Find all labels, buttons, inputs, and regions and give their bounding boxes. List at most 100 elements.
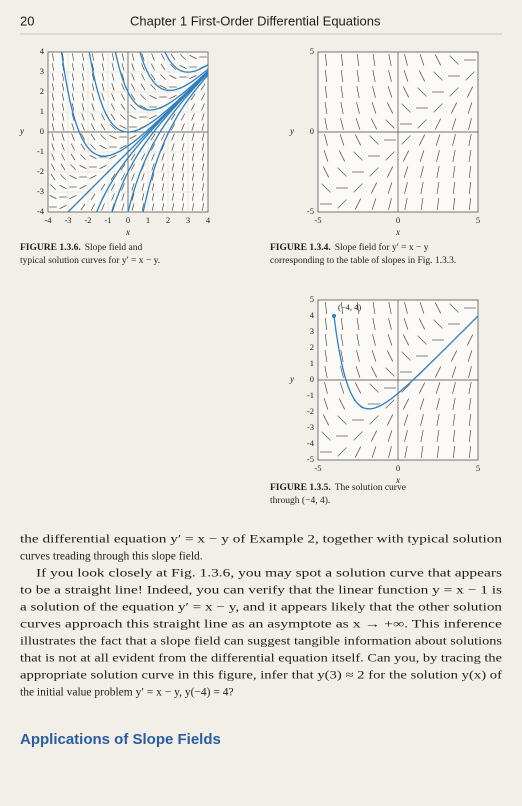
slope-segment xyxy=(91,73,95,81)
slope-segment xyxy=(71,103,75,111)
slope-segment xyxy=(201,103,205,111)
slope-segment xyxy=(324,349,328,363)
slope-segment xyxy=(80,154,86,160)
slope-segment xyxy=(385,367,395,377)
slope-segment xyxy=(170,53,176,61)
slope-segment xyxy=(61,93,65,101)
slope-segment xyxy=(403,334,409,346)
slope-segment xyxy=(141,63,145,71)
slope-segment xyxy=(141,203,145,211)
slope-segment xyxy=(101,53,105,61)
slope-segment xyxy=(92,53,94,61)
slope-segment xyxy=(355,198,361,210)
figure-label: FIGURE 1.3.4. xyxy=(270,243,331,253)
slope-segment xyxy=(181,163,185,171)
slope-segment xyxy=(91,83,95,91)
slope-segment xyxy=(201,143,205,151)
slope-segment xyxy=(419,54,425,66)
slope-segment xyxy=(111,63,115,71)
y-axis-label: y xyxy=(289,374,294,384)
x-tick-label: 0 xyxy=(396,215,400,225)
y-tick-label: -4 xyxy=(307,438,315,448)
slope-segment xyxy=(129,135,137,139)
slope-segment xyxy=(160,63,166,71)
slope-segment xyxy=(452,429,456,443)
slope-segment xyxy=(403,70,409,82)
slope-segment xyxy=(435,118,441,130)
y-tick-label: -3 xyxy=(37,186,44,196)
slope-segment xyxy=(61,113,65,121)
slope-segment xyxy=(467,86,473,98)
slope-segment xyxy=(181,173,185,181)
slope-segment xyxy=(71,83,75,91)
slope-segment xyxy=(369,135,379,145)
slope-segment xyxy=(387,166,393,178)
slope-segment xyxy=(161,193,165,201)
x-tick-label: 0 xyxy=(396,463,400,473)
slope-segment xyxy=(172,203,174,211)
slope-segment xyxy=(419,318,425,330)
slope-segment xyxy=(51,143,55,151)
slope-segment xyxy=(120,114,126,120)
slope-segment xyxy=(355,118,361,130)
solution-curve xyxy=(111,71,208,212)
slope-segment xyxy=(170,64,176,70)
slope-segment xyxy=(404,302,408,314)
slope-segment xyxy=(79,185,87,189)
slope-segment xyxy=(51,123,55,131)
slope-segment xyxy=(337,415,347,425)
slope-segment xyxy=(151,143,155,151)
y-tick-label: 4 xyxy=(40,46,45,56)
figure-caption: typical solution curves for y′ = x − y. xyxy=(20,255,160,266)
slope-segment xyxy=(182,183,184,191)
slope-segment xyxy=(130,104,136,110)
slope-segment xyxy=(99,145,107,149)
slope-segment xyxy=(404,54,408,66)
slope-segment xyxy=(371,366,377,378)
slope-segment xyxy=(356,53,360,67)
slope-segment xyxy=(323,398,329,410)
slope-segment xyxy=(452,413,456,427)
slope-segment xyxy=(201,113,205,121)
slope-segment xyxy=(340,69,344,83)
x-axis-label: x xyxy=(125,227,130,237)
slope-segment xyxy=(371,350,377,362)
slope-segment xyxy=(60,174,66,180)
slope-segment xyxy=(467,334,473,346)
slope-segment xyxy=(71,143,75,151)
slope-segment xyxy=(51,103,55,111)
slope-segment xyxy=(323,414,329,426)
slope-segment xyxy=(371,430,377,442)
slope-segment xyxy=(190,93,196,101)
slope-segment xyxy=(69,195,77,199)
slope-segment xyxy=(162,203,164,211)
slope-segment xyxy=(401,351,411,361)
slope-segment xyxy=(61,153,65,161)
x-tick-label: -4 xyxy=(44,215,52,225)
slope-segment xyxy=(340,85,344,99)
slope-segment xyxy=(161,173,165,181)
slope-segment xyxy=(141,193,145,201)
slope-segment xyxy=(141,153,145,161)
x-tick-label: 2 xyxy=(166,215,170,225)
slope-segment xyxy=(151,153,155,161)
slope-segment xyxy=(321,431,331,441)
slope-segment xyxy=(181,133,185,141)
slope-segment xyxy=(201,123,205,131)
slope-segment xyxy=(71,133,75,141)
y-tick-label: 1 xyxy=(310,358,314,368)
slope-segment xyxy=(468,118,472,130)
x-tick-label: 1 xyxy=(146,215,150,225)
slope-segment xyxy=(50,184,56,190)
slope-segment xyxy=(339,382,345,394)
body-line: to be a straight line! Indeed, you can v… xyxy=(20,585,503,597)
slope-segment xyxy=(339,150,345,162)
slope-segment xyxy=(436,445,440,459)
slope-segment xyxy=(50,173,56,181)
slope-segment xyxy=(191,143,195,151)
slope-segment xyxy=(340,349,344,363)
slope-segment xyxy=(111,53,115,61)
body-line: appropriate solution curve in this figur… xyxy=(20,670,502,682)
slope-segment xyxy=(353,151,363,161)
slope-segment xyxy=(110,124,116,130)
